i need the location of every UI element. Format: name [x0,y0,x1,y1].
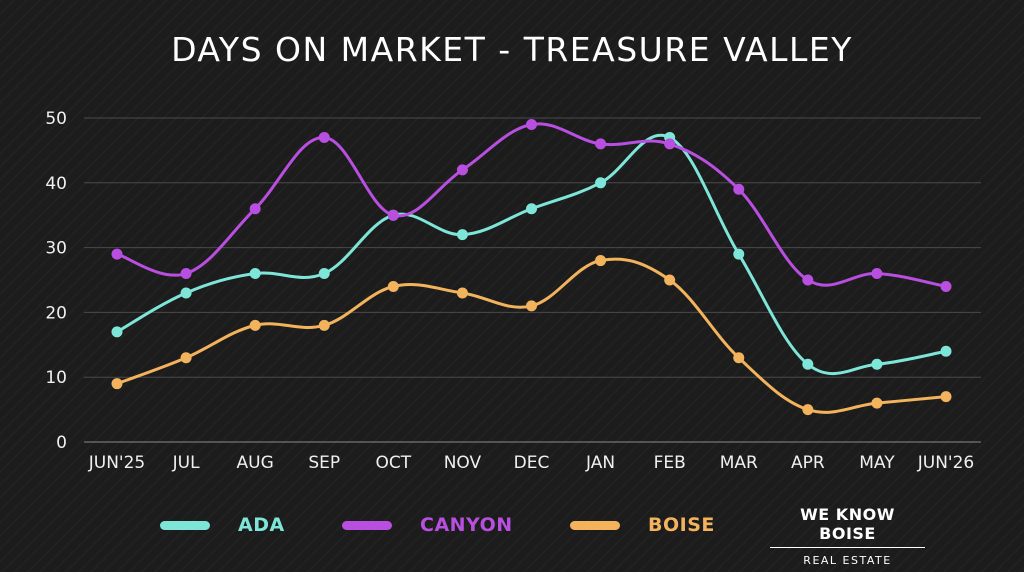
data-point-boise [526,300,537,312]
data-point-boise [940,391,952,403]
data-point-ada [733,248,745,260]
data-point-boise [595,255,607,267]
data-point-boise [387,280,399,292]
data-point-canyon [940,280,952,292]
legend-item-boise: BOISE [570,510,715,540]
data-point-ada [526,203,537,215]
x-tick-label: FEB [654,453,686,473]
logo-main-text: WE KNOW BOISE [800,505,895,543]
data-point-boise [249,319,261,331]
data-point-canyon [733,183,745,195]
x-tick-label: APR [791,453,825,473]
legend-label-canyon: CANYON [420,514,513,536]
data-point-boise [180,352,192,364]
data-point-ada [802,358,814,370]
data-point-canyon [871,268,883,280]
x-tick-label: OCT [376,453,412,473]
chart-title: DAYS ON MARKET - TREASURE VALLEY [171,30,853,69]
data-point-ada [595,177,607,189]
data-point-ada [111,326,123,338]
series-ada [111,131,952,375]
data-point-canyon [802,274,814,286]
data-point-canyon [249,203,261,215]
x-tick-label: JAN [585,453,615,473]
x-tick-label: JUN'25 [88,453,145,473]
data-point-boise [664,274,676,286]
series-group [111,118,952,416]
data-point-canyon [180,268,192,280]
data-point-canyon [387,209,399,221]
data-point-ada [180,287,192,299]
x-tick-label: JUL [172,453,200,473]
legend-swatch-canyon [342,520,392,530]
data-point-canyon [111,248,123,260]
y-tick-label: 30 [45,239,67,259]
data-point-ada [940,345,952,357]
y-tick-label: 0 [56,433,67,453]
series-boise [111,255,952,416]
x-tick-label: SEP [308,453,340,473]
legend: ADA CANYON BOISE [0,510,1024,540]
data-point-boise [871,397,883,409]
data-point-boise [111,378,123,390]
series-line-boise [116,257,947,414]
y-axis-ticks: 0 10 20 30 40 50 [45,109,67,453]
data-point-boise [802,404,814,416]
legend-item-ada: ADA [160,510,285,540]
legend-swatch-boise [570,520,620,530]
x-tick-label: MAR [720,453,758,473]
logo-divider [770,547,925,548]
x-tick-label: NOV [444,453,482,473]
y-tick-label: 20 [45,303,67,323]
data-point-canyon [318,131,330,143]
data-point-ada [318,268,330,280]
series-line-ada [116,133,947,375]
grid-lines [84,117,981,443]
legend-label-boise: BOISE [648,514,715,536]
x-tick-label: AUG [237,453,274,473]
y-tick-label: 50 [45,109,67,129]
data-point-canyon [664,138,676,150]
data-point-canyon [456,164,468,176]
legend-item-canyon: CANYON [342,510,513,540]
y-tick-label: 10 [45,368,67,388]
x-tick-label: DEC [514,453,550,473]
line-chart: 0 10 20 30 40 50 JUN'25 JUL AUG SEP OCT NOV DEC JAN F… [45,109,981,473]
legend-swatch-ada [160,520,210,530]
x-tick-label: MAY [859,453,895,473]
data-point-ada [456,229,468,241]
logo-sub-text: REAL ESTATE [803,554,892,567]
data-point-boise [318,319,330,331]
data-point-ada [871,358,883,370]
x-tick-label: JUN'26 [917,453,974,473]
data-point-boise [456,287,468,299]
data-point-boise [733,352,745,364]
data-point-ada [249,268,261,280]
data-point-canyon [526,118,537,130]
x-axis-ticks: JUN'25 JUL AUG SEP OCT NOV DEC JAN FEB MAR APR MAY J… [88,453,974,473]
brand-logo: WE KNOW BOISE REAL ESTATE [770,505,925,567]
data-point-canyon [595,138,607,150]
legend-label-ada: ADA [238,514,285,536]
y-tick-label: 40 [45,174,67,194]
series-canyon [111,118,952,292]
